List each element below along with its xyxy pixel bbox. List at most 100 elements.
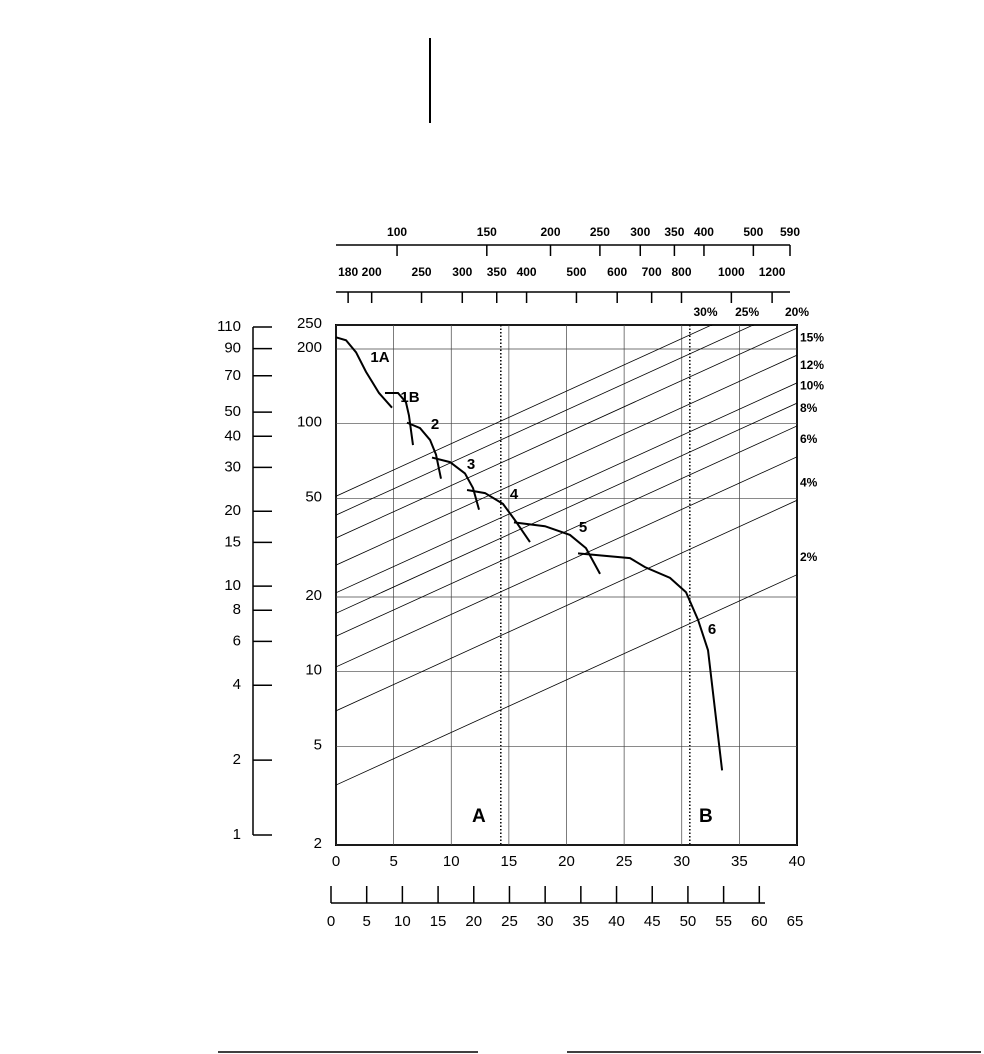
grade-line — [336, 456, 797, 668]
curve-label: 5 — [579, 519, 587, 536]
grade-label: 30% — [694, 305, 718, 319]
curve-label: 3 — [467, 456, 475, 473]
x-tick-label: 20 — [558, 853, 575, 870]
grade-lines — [336, 325, 797, 786]
curve — [335, 336, 393, 409]
curve — [431, 456, 480, 510]
tick-label: 250 — [412, 265, 432, 279]
grade-label: 4% — [800, 475, 818, 489]
tick-label: 25 — [501, 913, 518, 930]
grade-line — [336, 425, 797, 637]
tick-label: 590 — [780, 225, 800, 239]
curve — [577, 552, 724, 771]
tick-label: 55 — [715, 913, 732, 930]
x-tick-label: 5 — [389, 853, 397, 870]
curve-label: 6 — [708, 621, 716, 638]
tick-label: 600 — [607, 265, 627, 279]
tick-label: 1200 — [759, 265, 786, 279]
tick-label: 110 — [217, 318, 241, 335]
curve-label: 2 — [431, 416, 439, 433]
grade-line — [336, 382, 797, 594]
tick-label: 350 — [664, 225, 684, 239]
curve — [513, 521, 601, 575]
tick-label: 250 — [590, 225, 610, 239]
grade-line — [336, 499, 797, 712]
tick-label: 65 — [787, 913, 804, 930]
grade-label: 8% — [800, 401, 818, 415]
tick-label: 60 — [751, 913, 768, 930]
grade-line — [336, 354, 797, 566]
tick-label: 30 — [537, 913, 554, 930]
tick-label: 180 — [338, 265, 358, 279]
tick-label: 8 — [233, 601, 241, 618]
tick-label: 500 — [743, 225, 763, 239]
y-tick-label: 250 — [297, 315, 322, 332]
tick-label: 40 — [608, 913, 625, 930]
y-tick-label: 100 — [297, 414, 322, 431]
tick-label: 800 — [671, 265, 691, 279]
tick-label: 10 — [224, 577, 241, 594]
curve-label: 1A — [370, 349, 389, 366]
tick-label: 200 — [540, 225, 560, 239]
tick-label: 40 — [224, 427, 241, 444]
grade-label: 6% — [800, 432, 818, 446]
tick-label: 2 — [233, 751, 241, 768]
tick-label: 70 — [224, 367, 241, 384]
y-tick-label: 20 — [305, 587, 322, 604]
tick-label: 10 — [394, 913, 411, 930]
curve — [406, 421, 442, 479]
marker-label: A — [472, 806, 486, 827]
grade-label: 10% — [800, 378, 824, 392]
grade-label: 20% — [785, 305, 809, 319]
curve — [384, 391, 414, 446]
x-tick-label: 30 — [673, 853, 690, 870]
tick-label: 400 — [517, 265, 537, 279]
tick-label: 500 — [566, 265, 586, 279]
grade-label: 25% — [735, 305, 759, 319]
curve-label: 4 — [510, 486, 519, 503]
x-tick-label: 15 — [501, 853, 518, 870]
tick-label: 35 — [573, 913, 590, 930]
grade-line — [336, 574, 797, 786]
tick-label: 1000 — [718, 265, 745, 279]
tick-label: 50 — [224, 403, 241, 420]
tick-label: 200 — [362, 265, 382, 279]
tick-label: 300 — [630, 225, 650, 239]
y-tick-label: 5 — [314, 736, 322, 753]
tick-label: 300 — [452, 265, 472, 279]
marker-label: B — [699, 806, 713, 827]
tick-label: 1 — [233, 826, 241, 843]
curve — [466, 489, 531, 543]
tick-label: 5 — [363, 913, 371, 930]
y-tick-label: 2 — [314, 835, 322, 852]
tick-label: 100 — [387, 225, 407, 239]
x-tick-label: 10 — [443, 853, 460, 870]
grade-line — [336, 402, 797, 614]
grade-label: 15% — [800, 330, 824, 344]
tick-label: 0 — [327, 913, 335, 930]
grade-label: 12% — [800, 358, 824, 372]
x-tick-label: 0 — [332, 853, 340, 870]
y-tick-label: 50 — [305, 488, 322, 505]
tick-label: 90 — [224, 340, 241, 357]
tick-label: 6 — [233, 632, 241, 649]
y-tick-label: 200 — [297, 339, 322, 356]
grade-line — [336, 325, 755, 516]
tick-label: 15 — [430, 913, 447, 930]
grade-label: 2% — [800, 550, 818, 564]
tick-label: 30 — [224, 458, 241, 475]
tick-label: 700 — [642, 265, 662, 279]
grade-line — [336, 325, 713, 497]
y-tick-label: 10 — [305, 662, 322, 679]
tick-label: 50 — [680, 913, 697, 930]
tick-label: 45 — [644, 913, 661, 930]
curve-label: 1B — [400, 389, 419, 406]
tick-label: 4 — [233, 676, 241, 693]
x-tick-label: 25 — [616, 853, 633, 870]
x-tick-label: 40 — [789, 853, 806, 870]
tick-label: 15 — [224, 533, 241, 550]
tick-label: 350 — [487, 265, 507, 279]
x-tick-label: 35 — [731, 853, 748, 870]
grade-line — [336, 327, 797, 539]
